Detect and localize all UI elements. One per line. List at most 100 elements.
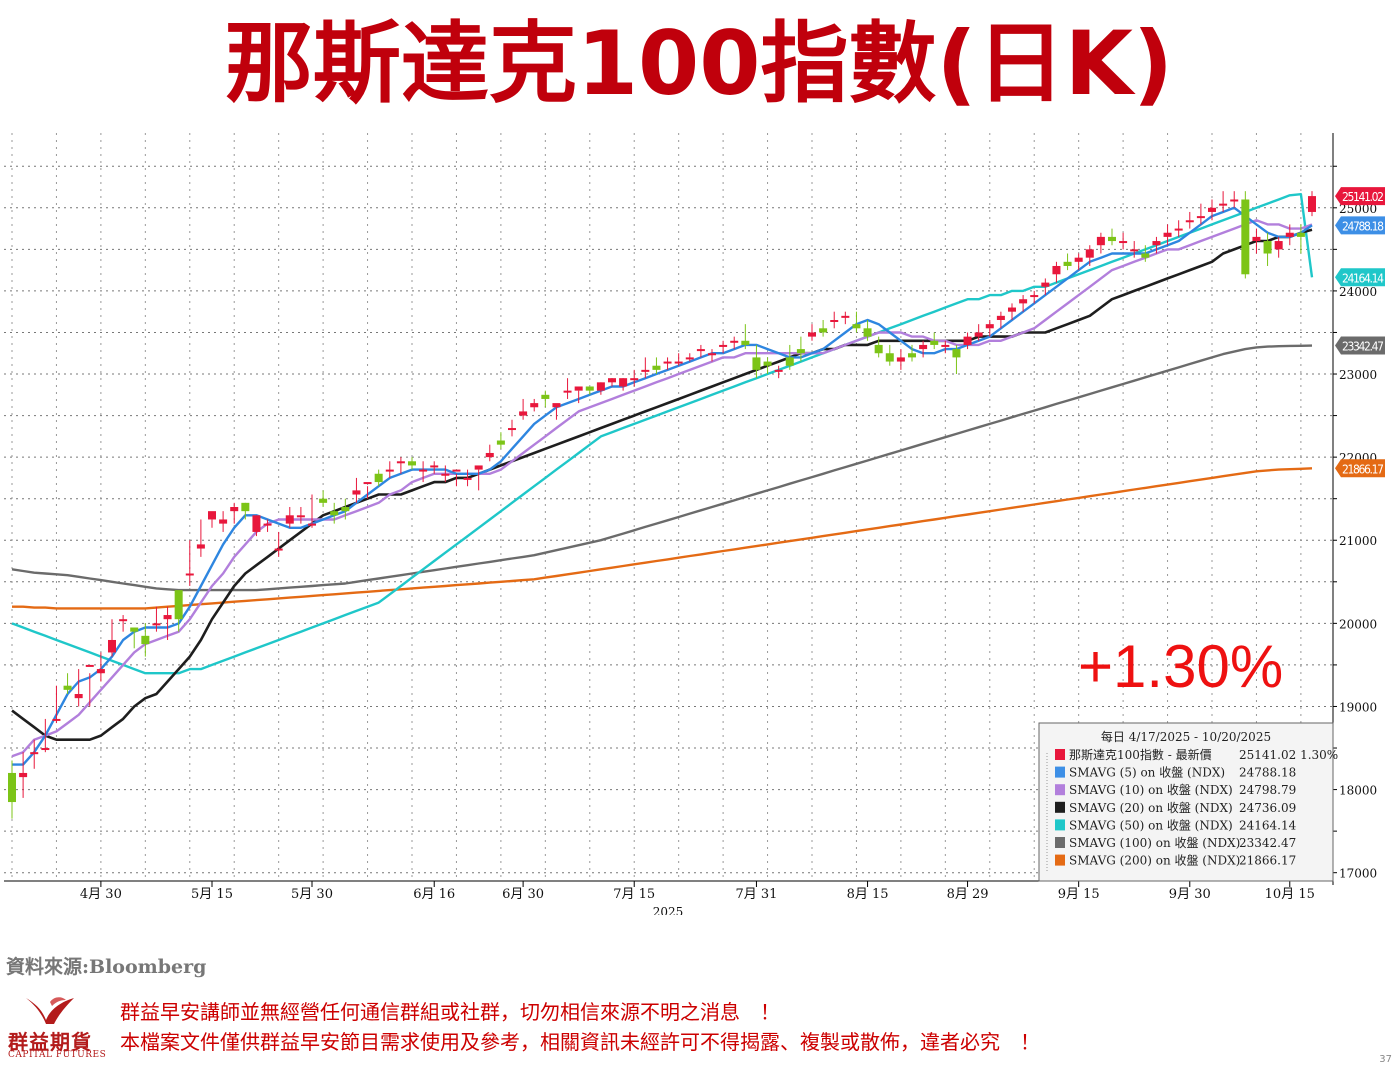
candle-body (985, 324, 994, 329)
candle-body (174, 590, 183, 620)
candle-body (1008, 307, 1016, 312)
candle (1041, 278, 1050, 296)
candle (396, 457, 405, 474)
candle-body (652, 365, 661, 370)
candle (74, 669, 83, 707)
candle (552, 403, 561, 420)
candle (963, 332, 972, 350)
candle (908, 344, 916, 362)
candle (119, 615, 128, 632)
candle (1052, 261, 1061, 283)
candle-body (119, 619, 128, 622)
candle-body (641, 369, 650, 372)
candle-body (996, 315, 1005, 320)
x-tick-label: 6月 30 (502, 887, 544, 902)
candle (296, 507, 305, 524)
candle (308, 494, 316, 528)
candle (674, 353, 683, 366)
candle (1085, 245, 1094, 266)
candle (774, 365, 783, 379)
candle (174, 590, 183, 632)
candle-body (619, 378, 628, 387)
candle (641, 357, 650, 379)
candle (808, 324, 816, 341)
candle-body (952, 349, 961, 358)
candle-body (385, 469, 394, 472)
candle-body (1185, 220, 1194, 223)
x-tick-label: 9月 15 (1058, 887, 1100, 902)
candle (1163, 224, 1172, 246)
candle (519, 398, 528, 420)
x-tick-label: 8月 15 (847, 887, 889, 902)
candle-body (1230, 199, 1239, 202)
candle-body (496, 440, 505, 445)
last-value-tag (1335, 187, 1385, 206)
candle-body (241, 502, 250, 512)
candle (708, 349, 716, 362)
candle-body (796, 349, 805, 354)
candle (830, 311, 839, 329)
candle-body (352, 490, 361, 495)
candle (1030, 290, 1039, 304)
y-tick-label: 25000 (1339, 202, 1377, 216)
candle-body (696, 349, 705, 352)
candle-body (452, 469, 461, 472)
candle (819, 320, 828, 337)
candle (430, 461, 439, 474)
candle-body (363, 482, 372, 485)
page-title: 那斯達克100指數(日K) (224, 12, 1174, 115)
candle-body (63, 685, 72, 690)
candle-body (1030, 295, 1039, 298)
logo-english-name: CAPITAL FUTURES (8, 1050, 107, 1060)
candle (885, 344, 894, 366)
candle-body (852, 324, 861, 329)
y-tick-label: 18000 (1339, 784, 1377, 798)
candle (1285, 224, 1294, 246)
candle-body (519, 411, 528, 416)
candle (419, 461, 428, 483)
candle-body (1308, 196, 1316, 212)
candle (330, 502, 339, 524)
candle (896, 349, 905, 370)
candle (452, 469, 461, 487)
candle (1130, 241, 1139, 258)
candle (985, 320, 994, 337)
candle (41, 718, 50, 753)
candle (796, 336, 805, 362)
candle (863, 320, 872, 341)
candle-body (574, 386, 583, 391)
candle-body (1108, 236, 1116, 242)
candle-body (430, 465, 439, 468)
candle (185, 540, 194, 586)
legend-entry-label: 那斯達克100指數 - 最新價 (1069, 747, 1212, 762)
candle-body (130, 627, 139, 632)
candle (485, 444, 494, 462)
candle-body (1041, 282, 1050, 287)
ma-line-series-3 (11, 192, 1314, 675)
candle-body (530, 403, 539, 408)
candle-body (330, 511, 339, 516)
y-tick-label: 19000 (1339, 700, 1377, 714)
candle-body (830, 320, 839, 322)
candle (19, 752, 28, 798)
candle (763, 357, 772, 375)
candle (285, 507, 294, 528)
candle-body (474, 465, 483, 470)
x-axis-year-label: 2025 (653, 905, 684, 915)
candle (319, 490, 328, 507)
last-value-tag (1335, 336, 1385, 355)
candle (363, 482, 372, 499)
candle (496, 432, 505, 449)
candle-body (1296, 232, 1305, 237)
candle (919, 340, 928, 358)
x-tick-label: 6月 16 (413, 887, 455, 902)
candle-body (885, 353, 894, 362)
candle (374, 469, 383, 487)
legend-entry-label: SMAVG (200) on 收盤 (NDX) (1069, 854, 1240, 868)
candle (785, 344, 794, 370)
candle-body (1085, 249, 1094, 258)
candle-body (1196, 216, 1205, 219)
candle-body (41, 748, 50, 751)
candle (930, 332, 939, 350)
candle-body (874, 344, 883, 354)
